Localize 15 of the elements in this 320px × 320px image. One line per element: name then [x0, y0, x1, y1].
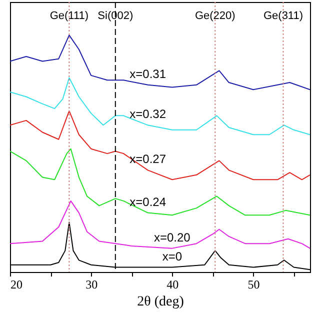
series-label: x=0.20	[154, 230, 191, 244]
series-label: x=0.27	[130, 152, 166, 166]
series-label: x=0	[162, 249, 182, 264]
series-label: x=0.32	[130, 107, 166, 122]
x-tick-label: 50	[248, 278, 260, 292]
series-label: x=0.31	[130, 66, 166, 81]
ref-line-label: Ge(311)	[263, 10, 304, 22]
series-label: x=0.24	[130, 194, 166, 209]
ref-line-label: Ge(220)	[194, 10, 236, 22]
x-tick-label: 20	[10, 278, 22, 292]
x-tick-label: 40	[166, 278, 179, 292]
x-tick-label: 30	[86, 278, 98, 292]
ref-line-label: Si(002)	[98, 10, 134, 22]
x-axis-title: 2θ (deg)	[137, 294, 184, 310]
ref-line-label: Ge(111)	[50, 10, 89, 22]
